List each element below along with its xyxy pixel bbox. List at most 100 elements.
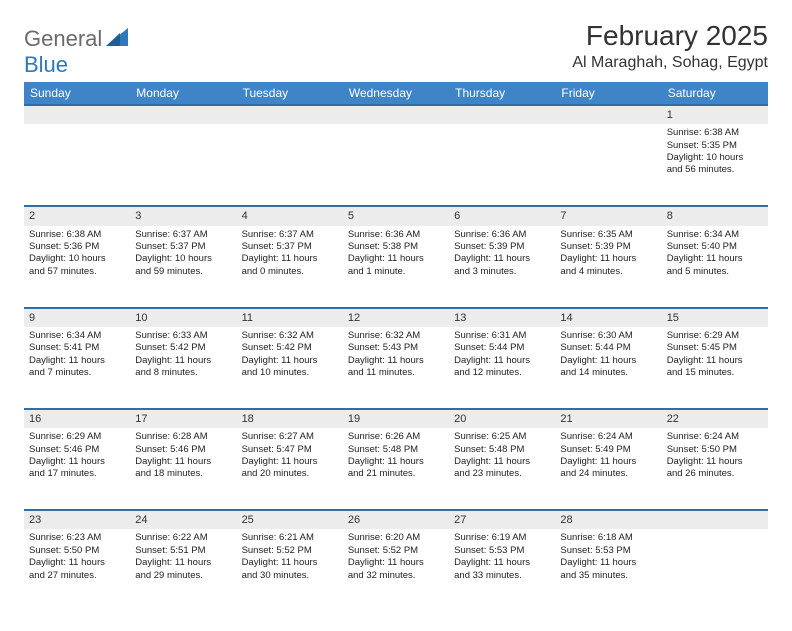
daylight2-text: and 24 minutes. — [560, 468, 656, 480]
sunset-text: Sunset: 5:36 PM — [29, 241, 125, 253]
day-cell: Sunrise: 6:30 AMSunset: 5:44 PMDaylight:… — [555, 327, 661, 409]
day-number — [237, 105, 343, 124]
day-cell: Sunrise: 6:25 AMSunset: 5:48 PMDaylight:… — [449, 428, 555, 510]
daylight2-text: and 8 minutes. — [135, 367, 231, 379]
daylight1-text: Daylight: 10 hours — [29, 253, 125, 265]
daylight2-text: and 32 minutes. — [348, 570, 444, 582]
logo-sail-icon — [106, 28, 128, 51]
day-cell — [662, 529, 768, 611]
day-number: 15 — [662, 309, 768, 327]
sunset-text: Sunset: 5:42 PM — [135, 342, 231, 354]
sunset-text: Sunset: 5:44 PM — [454, 342, 550, 354]
day-number — [449, 105, 555, 124]
week-row: Sunrise: 6:38 AMSunset: 5:36 PMDaylight:… — [24, 226, 768, 308]
day-cell: Sunrise: 6:37 AMSunset: 5:37 PMDaylight:… — [237, 226, 343, 308]
sunset-text: Sunset: 5:46 PM — [29, 444, 125, 456]
sunrise-text: Sunrise: 6:25 AM — [454, 431, 550, 443]
daylight2-text: and 33 minutes. — [454, 570, 550, 582]
week-row: Sunrise: 6:23 AMSunset: 5:50 PMDaylight:… — [24, 529, 768, 611]
week-row: Sunrise: 6:29 AMSunset: 5:46 PM Daylight:… — [24, 428, 768, 510]
daylight2-text: and 20 minutes. — [242, 468, 338, 480]
sunrise-text: Sunrise: 6:32 AM — [348, 330, 444, 342]
daylight1-text: Daylight: 11 hours — [560, 355, 656, 367]
sunrise-text: Sunrise: 6:32 AM — [242, 330, 338, 342]
sunset-text: Sunset: 5:51 PM — [135, 545, 231, 557]
daylight1-text: Daylight: 11 hours — [29, 557, 125, 569]
day-cell: Sunrise: 6:38 AMSunset: 5:35 PMDaylight:… — [662, 124, 768, 206]
dayhead-wed: Wednesday — [343, 82, 449, 105]
daylight1-text: Daylight: 11 hours — [348, 456, 444, 468]
day-number — [662, 511, 768, 529]
sunrise-text: Sunrise: 6:31 AM — [454, 330, 550, 342]
sunset-text: Sunset: 5:47 PM — [242, 444, 338, 456]
day-cell — [237, 124, 343, 206]
sunrise-text: Sunrise: 6:36 AM — [348, 229, 444, 241]
day-number: 22 — [662, 410, 768, 428]
daylight2-text: and 15 minutes. — [667, 367, 763, 379]
daynum-row: 1 — [24, 105, 768, 124]
day-number: 23 — [24, 511, 130, 529]
brand-part2-wrap: Blue — [24, 52, 68, 78]
daylight1-text: Daylight: 11 hours — [560, 557, 656, 569]
daynum-row: 232425262728 — [24, 511, 768, 529]
sunset-text: Sunset: 5:49 PM — [560, 444, 656, 456]
page-header: General February 2025 Al Maraghah, Sohag… — [24, 20, 768, 72]
week-row: Sunrise: 6:38 AMSunset: 5:35 PMDaylight:… — [24, 124, 768, 206]
day-number: 2 — [24, 207, 130, 225]
sunrise-text: Sunrise: 6:29 AM — [29, 431, 125, 443]
day-cell: Sunrise: 6:34 AMSunset: 5:40 PMDaylight:… — [662, 226, 768, 308]
sunset-text: Sunset: 5:41 PM — [29, 342, 125, 354]
sunset-text: Sunset: 5:48 PM — [348, 444, 444, 456]
day-cell: Sunrise: 6:26 AMSunset: 5:48 PMDaylight:… — [343, 428, 449, 510]
title-block: February 2025 Al Maraghah, Sohag, Egypt — [572, 20, 768, 72]
daylight2-text: and 1 minute. — [348, 266, 444, 278]
daylight1-text: Daylight: 11 hours — [454, 557, 550, 569]
day-number — [24, 105, 130, 124]
daylight2-text: and 23 minutes. — [454, 468, 550, 480]
day-number: 16 — [24, 410, 130, 428]
daylight1-text: Daylight: 11 hours — [135, 355, 231, 367]
daylight2-text: and 3 minutes. — [454, 266, 550, 278]
sunrise-text: Sunrise: 6:34 AM — [29, 330, 125, 342]
daylight2-text: and 59 minutes. — [135, 266, 231, 278]
day-cell: Sunrise: 6:35 AMSunset: 5:39 PMDaylight:… — [555, 226, 661, 308]
daylight2-text: and 30 minutes. — [242, 570, 338, 582]
sunrise-text: Sunrise: 6:21 AM — [242, 532, 338, 544]
day-number: 3 — [130, 207, 236, 225]
daylight1-text: Daylight: 11 hours — [29, 355, 125, 367]
day-number: 14 — [555, 309, 661, 327]
dayhead-thu: Thursday — [449, 82, 555, 105]
daylight2-text: and 7 minutes. — [29, 367, 125, 379]
sunrise-text: Sunrise: 6:35 AM — [560, 229, 656, 241]
day-number — [555, 105, 661, 124]
day-number: 9 — [24, 309, 130, 327]
day-cell: Sunrise: 6:36 AMSunset: 5:38 PMDaylight:… — [343, 226, 449, 308]
day-number: 11 — [237, 309, 343, 327]
sunrise-text: Sunrise: 6:36 AM — [454, 229, 550, 241]
sunrise-text: Sunrise: 6:19 AM — [454, 532, 550, 544]
brand-part1: General — [24, 26, 102, 52]
sunset-text: Sunset: 5:52 PM — [348, 545, 444, 557]
day-cell: Sunrise: 6:33 AMSunset: 5:42 PMDaylight:… — [130, 327, 236, 409]
day-number: 8 — [662, 207, 768, 225]
day-cell — [24, 124, 130, 206]
sunrise-text: Sunrise: 6:24 AM — [667, 431, 763, 443]
day-cell: Sunrise: 6:29 AMSunset: 5:46 PMDaylight:… — [24, 428, 130, 510]
daylight1-text: Daylight: 11 hours — [560, 456, 656, 468]
sunset-text: Sunset: 5:37 PM — [242, 241, 338, 253]
daylight1-text: Daylight: 11 hours — [242, 355, 338, 367]
daylight1-text: Daylight: 11 hours — [348, 253, 444, 265]
daylight1-text: Daylight: 11 hours — [242, 253, 338, 265]
day-cell: Sunrise: 6:23 AMSunset: 5:50 PMDaylight:… — [24, 529, 130, 611]
day-number: 5 — [343, 207, 449, 225]
sunset-text: Sunset: 5:45 PM — [667, 342, 763, 354]
day-cell: Sunrise: 6:32 AMSunset: 5:43 PMDaylight:… — [343, 327, 449, 409]
daylight2-text: and 21 minutes. — [348, 468, 444, 480]
daylight2-text: and 26 minutes. — [667, 468, 763, 480]
sunrise-text: Sunrise: 6:30 AM — [560, 330, 656, 342]
day-cell: Sunrise: 6:31 AMSunset: 5:44 PMDaylight:… — [449, 327, 555, 409]
day-cell: Sunrise: 6:37 AMSunset: 5:37 PMDaylight:… — [130, 226, 236, 308]
day-number: 10 — [130, 309, 236, 327]
day-number: 27 — [449, 511, 555, 529]
daynum-row: 2345678 — [24, 207, 768, 225]
